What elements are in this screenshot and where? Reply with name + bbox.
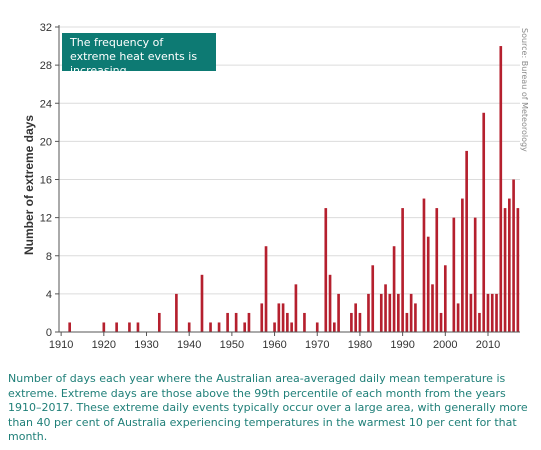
bar-1989 bbox=[397, 293, 400, 333]
bar-1979 bbox=[354, 303, 357, 332]
bar-1997 bbox=[431, 284, 434, 332]
bar-1926 bbox=[128, 322, 131, 332]
x-tick-label: 1990 bbox=[390, 339, 414, 351]
bar-2009 bbox=[482, 112, 486, 332]
bar-2011 bbox=[490, 293, 494, 333]
bar-2010 bbox=[486, 293, 490, 333]
bar-1951 bbox=[234, 312, 238, 332]
bar-2002 bbox=[452, 217, 456, 333]
bar-2006 bbox=[469, 293, 473, 333]
y-tick-label: 16 bbox=[40, 175, 52, 187]
bar-1945 bbox=[209, 322, 212, 332]
bar-1998 bbox=[435, 208, 439, 332]
bar-2000 bbox=[443, 265, 447, 332]
bar-1974 bbox=[333, 322, 336, 332]
y-axis-label: Number of extreme days bbox=[22, 115, 36, 255]
source-note: Source: Bureau of Meteorology bbox=[520, 28, 529, 152]
bar-2016 bbox=[512, 179, 515, 332]
bar-1987 bbox=[388, 293, 392, 333]
bar-1937 bbox=[175, 293, 178, 333]
bar-1988 bbox=[392, 246, 396, 332]
bar-1933 bbox=[157, 312, 161, 332]
bar-1975 bbox=[337, 293, 340, 333]
x-tick-label: 1930 bbox=[134, 339, 158, 351]
bar-1978 bbox=[350, 312, 353, 332]
y-tick-labels: 0 4 8 12 16 20 24 28 32 bbox=[40, 22, 52, 339]
bar-1963 bbox=[286, 312, 289, 332]
figure-caption: Number of days each year where the Austr… bbox=[8, 372, 528, 443]
bar-1967 bbox=[303, 312, 306, 332]
bar-1999 bbox=[439, 312, 443, 332]
bar-1940 bbox=[187, 322, 191, 332]
bar-1953 bbox=[243, 322, 247, 332]
y-tick-label: 24 bbox=[40, 98, 52, 110]
bar-1964 bbox=[290, 322, 293, 332]
y-tick-label: 32 bbox=[40, 22, 52, 34]
bar-1970 bbox=[315, 322, 319, 332]
bar-1992 bbox=[409, 293, 413, 333]
bar-2014 bbox=[503, 208, 507, 332]
bar-1958 bbox=[264, 246, 268, 332]
bar-1991 bbox=[405, 312, 409, 332]
axes bbox=[55, 25, 520, 336]
bar-1972 bbox=[324, 208, 328, 332]
bar-1923 bbox=[115, 322, 118, 332]
x-tick-label: 2010 bbox=[476, 339, 500, 351]
y-tick-label: 0 bbox=[46, 327, 52, 339]
bar-1912 bbox=[68, 322, 71, 332]
bar-1993 bbox=[414, 303, 417, 332]
y-tick-label: 8 bbox=[46, 251, 52, 263]
bar-1920 bbox=[102, 322, 106, 332]
bar-2007 bbox=[473, 217, 477, 333]
bar-1949 bbox=[226, 312, 229, 332]
bar-1957 bbox=[260, 303, 264, 332]
bar-2015 bbox=[508, 198, 511, 332]
x-tick-label: 1920 bbox=[92, 339, 116, 351]
y-tick-label: 4 bbox=[46, 289, 52, 301]
bar-1980 bbox=[358, 312, 362, 332]
y-tick-label: 20 bbox=[40, 136, 52, 148]
callout-box: The frequency of extreme heat events is … bbox=[62, 33, 216, 77]
bar-1965 bbox=[294, 284, 298, 332]
y-tick-label: 12 bbox=[40, 213, 52, 225]
x-tick-label: 2000 bbox=[433, 339, 457, 351]
bar-1982 bbox=[367, 293, 370, 333]
bars bbox=[68, 46, 520, 333]
bar-1947 bbox=[217, 322, 221, 332]
bar-1995 bbox=[422, 198, 426, 332]
x-tick-labels: 1910 1920 1930 1940 1950 1960 1970 1980 1990 2000… bbox=[49, 339, 500, 351]
bar-1985 bbox=[379, 293, 383, 333]
y-tick-label: 28 bbox=[40, 60, 52, 72]
extreme-days-bar-chart: 0 4 8 12 16 20 24 28 32 1910 1920 1930 1940 1950 1960… bbox=[22, 22, 520, 351]
bar-2013 bbox=[499, 46, 503, 333]
callout-text: The frequency of extreme heat events is … bbox=[70, 36, 198, 77]
bar-2003 bbox=[456, 303, 460, 332]
x-tick-label: 1950 bbox=[220, 339, 244, 351]
bar-1986 bbox=[384, 284, 387, 332]
bar-1954 bbox=[247, 312, 251, 332]
bar-1990 bbox=[401, 208, 404, 332]
bar-2005 bbox=[465, 150, 468, 332]
x-tick-label: 1910 bbox=[49, 339, 73, 351]
x-tick-label: 1960 bbox=[262, 339, 286, 351]
x-tick-label: 1940 bbox=[177, 339, 201, 351]
x-tick-label: 1970 bbox=[305, 339, 329, 351]
bar-2017 bbox=[516, 208, 520, 332]
bar-1983 bbox=[371, 265, 375, 332]
bar-1973 bbox=[328, 274, 332, 332]
bar-1996 bbox=[426, 236, 430, 332]
bar-2004 bbox=[461, 198, 464, 332]
bar-2008 bbox=[478, 312, 481, 332]
bar-1960 bbox=[273, 322, 276, 332]
bar-1928 bbox=[136, 322, 140, 332]
bar-1943 bbox=[200, 274, 204, 332]
bar-2012 bbox=[495, 293, 498, 333]
x-tick-label: 1980 bbox=[348, 339, 372, 351]
bar-1961 bbox=[277, 303, 281, 332]
bar-1962 bbox=[281, 303, 285, 332]
